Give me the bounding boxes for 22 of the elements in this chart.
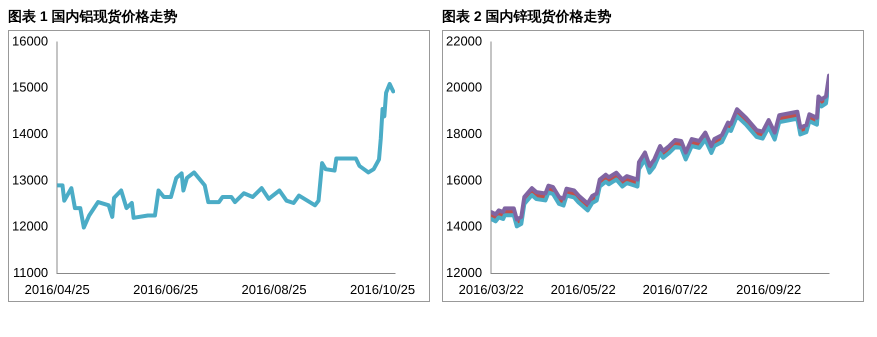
y-tick-label: 15000 bbox=[12, 80, 48, 95]
y-tick-label: 12000 bbox=[12, 218, 48, 234]
x-tick-label: 2016/05/22 bbox=[550, 282, 616, 297]
y-tick-label: 20000 bbox=[446, 80, 482, 95]
x-tick-label: 2016/03/22 bbox=[458, 282, 524, 297]
y-tick-label: 18000 bbox=[446, 126, 482, 142]
chart-title: 图表 1 国内铝现货价格走势 bbox=[8, 8, 179, 26]
y-tick-label: 14000 bbox=[12, 126, 48, 142]
y-tick-label: 12000 bbox=[446, 264, 482, 280]
x-tick-label: 2016/09/22 bbox=[736, 282, 802, 297]
x-tick-label: 2016/07/22 bbox=[642, 282, 708, 297]
y-tick-label: 22000 bbox=[446, 33, 482, 48]
chart-title: 图表 2 国内锌现货价格走势 bbox=[442, 8, 613, 26]
y-tick-label: 13000 bbox=[12, 172, 48, 188]
y-tick-label: 16000 bbox=[446, 172, 482, 188]
x-tick-label: 2016/04/25 bbox=[24, 282, 90, 297]
y-tick-label: 16000 bbox=[12, 33, 48, 48]
x-tick-label: 2016/06/25 bbox=[133, 282, 198, 297]
x-tick-label: 2016/10/25 bbox=[350, 282, 416, 297]
y-tick-label: 11000 bbox=[12, 264, 48, 280]
y-tick-label: 14000 bbox=[446, 218, 482, 234]
x-tick-label: 2016/08/25 bbox=[242, 282, 307, 297]
